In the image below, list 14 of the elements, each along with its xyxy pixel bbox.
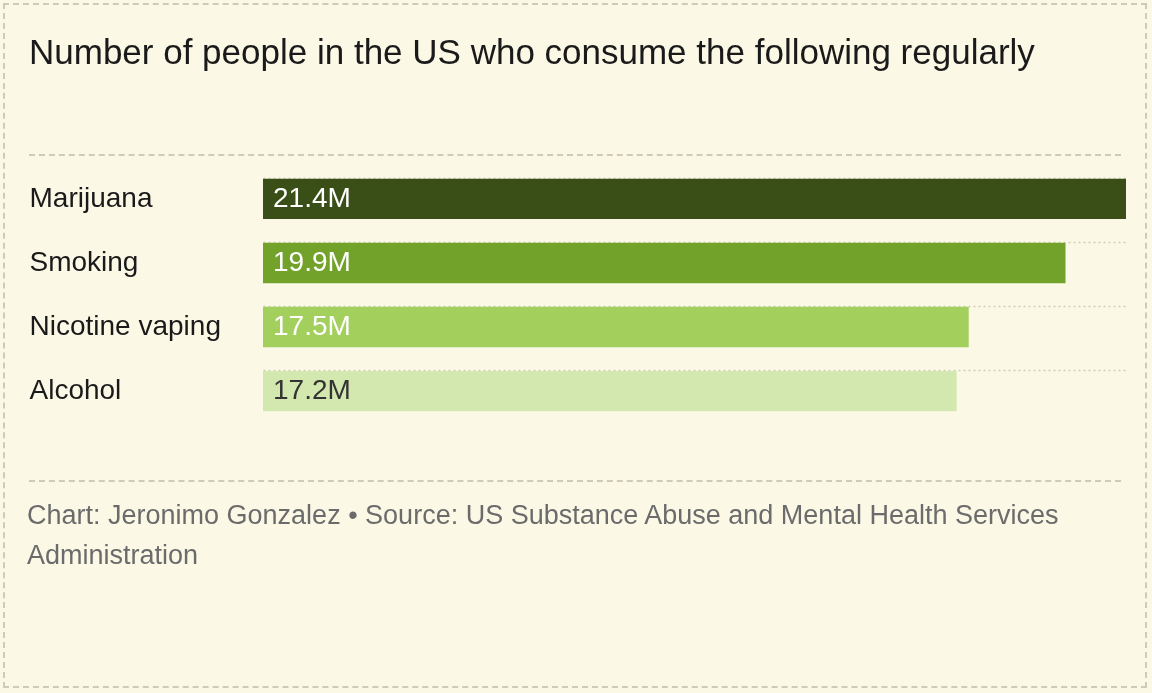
bar	[263, 242, 1066, 284]
bar	[263, 370, 957, 412]
data-label: 19.9M	[273, 245, 351, 277]
data-label: 17.5M	[273, 310, 351, 342]
chart-title: Number of people in the US who consume the following regularly	[29, 31, 1036, 73]
data-label: 17.2M	[273, 374, 351, 406]
y-tick-label: Nicotine vaping	[29, 310, 221, 342]
y-tick-label: Marijuana	[29, 181, 153, 213]
bar	[263, 178, 1126, 220]
y-tick-label: Alcohol	[29, 374, 122, 406]
y-tick-label: Smoking	[29, 245, 139, 277]
data-label: 21.4M	[273, 181, 351, 213]
text: Chart: Jeronimo Gonzalez • Source: US Substance Abuse and Mental Health Services Administration	[27, 499, 1060, 572]
bar	[263, 306, 969, 348]
